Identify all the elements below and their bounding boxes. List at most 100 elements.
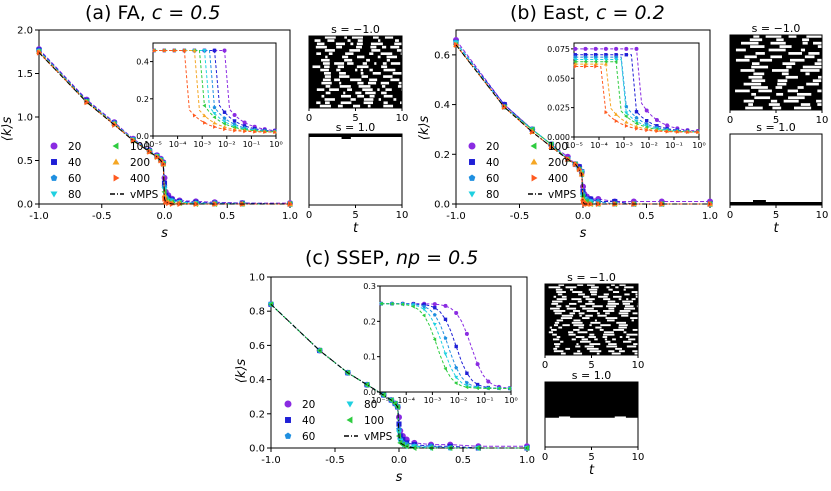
snapshot-cell (552, 333, 557, 336)
x-axis-label: s (580, 226, 587, 241)
snapshot-cell (351, 36, 364, 39)
snapshot-cell (817, 58, 822, 62)
snapshot-cell (568, 333, 576, 336)
snapshot-cell (372, 72, 381, 75)
snapshot-cell (789, 58, 805, 62)
snapshot-cell (816, 99, 822, 103)
snapshot-cell (398, 81, 402, 85)
inset-point-60 (603, 55, 608, 59)
legend-marker-100 (346, 416, 353, 424)
snapshot-cell (735, 48, 746, 52)
inset-point-20 (593, 46, 598, 51)
snapshot-cell (631, 319, 634, 322)
snapshot-cell (817, 45, 822, 48)
inset-point-200 (192, 48, 197, 52)
snapshot-cell (805, 72, 810, 76)
snapshot-cell (788, 96, 805, 100)
inset-point-400 (604, 110, 608, 115)
inset-point-400 (203, 120, 207, 125)
snapshot-cell (625, 336, 630, 338)
snapshot-cell (781, 72, 789, 76)
snapshot-cell (740, 69, 755, 72)
snapshot-cell (785, 75, 798, 79)
snapshot-cell (328, 52, 333, 55)
legend-label: vMPS (364, 431, 393, 443)
snapshot-cell (356, 42, 363, 46)
snapshot-cell (751, 86, 768, 89)
inset-x-tick-label: 10⁰ (269, 140, 282, 149)
snapshot-band (341, 137, 351, 139)
snapshot-cell (802, 41, 808, 45)
snapshot-cell (369, 52, 374, 55)
inset-x-tick-label: 10⁻⁵ (565, 141, 583, 150)
snapshot-cell (390, 62, 401, 65)
snapshot-cell (585, 302, 595, 305)
inset-point-400 (263, 129, 267, 134)
snapshot-cell (356, 45, 362, 49)
snapshot-x-tick-label: 5 (588, 452, 594, 463)
snapshot-cell (603, 333, 615, 336)
legend-marker-20 (50, 142, 58, 150)
y-axis-label: ⟨k⟩s (0, 117, 15, 142)
snapshot-cell (748, 75, 763, 79)
snapshot-x-tick-label: 0 (727, 210, 733, 221)
snapshot-cell (765, 35, 782, 38)
snapshot-cell (577, 284, 584, 286)
legend-marker-400 (113, 174, 120, 182)
snapshot-x-tick-label: 5 (773, 115, 779, 126)
legend-marker-60 (468, 174, 476, 181)
snapshot-cell (603, 310, 615, 312)
snapshot-cell (560, 317, 573, 320)
data-point-60 (396, 426, 402, 432)
snapshot-cell (770, 55, 782, 59)
inset-point-20 (475, 362, 480, 367)
snapshot-cell (755, 52, 765, 55)
snapshot-cell (598, 295, 608, 298)
snapshot-cell (381, 65, 388, 69)
snapshot-cell (566, 307, 577, 310)
snapshot-x-tick-label: 0 (542, 360, 548, 371)
snapshot-cell (589, 343, 601, 346)
snapshot-cell (345, 52, 354, 55)
snapshot-cell (584, 345, 594, 348)
inset-point-40 (454, 344, 458, 349)
inset-point-100 (573, 59, 577, 64)
snapshot-cell (614, 416, 626, 419)
snapshot-cell (626, 333, 638, 336)
inset-point-60 (593, 55, 598, 59)
snapshot-cell (383, 75, 393, 78)
legend-label: 60 (68, 173, 81, 185)
x-axis-label: s (161, 226, 168, 241)
inset-point-40 (624, 53, 628, 57)
snapshot-cell (596, 352, 600, 355)
y-tick-label: 0.6 (249, 341, 265, 352)
snapshot-cell (357, 81, 364, 85)
snapshot-cell (353, 104, 361, 108)
inset-x-tick-label: 10⁻¹ (476, 396, 494, 405)
snapshot-cell (556, 291, 566, 293)
inset-point-20 (603, 46, 608, 51)
snapshot-cell (571, 338, 576, 341)
snapshot-cell (368, 81, 377, 85)
snapshot-cell (613, 328, 625, 331)
snapshot-cell (618, 324, 628, 327)
x-tick-label: -0.5 (325, 455, 345, 466)
snapshot-cell (571, 321, 583, 324)
snapshot-cell (367, 104, 371, 108)
snapshot-cell (632, 350, 638, 353)
snapshot-cell (554, 312, 562, 315)
snapshot-cell (619, 284, 626, 286)
snapshot-band (309, 134, 402, 137)
y-tick-label: 0.6 (434, 50, 450, 61)
y-tick-label: 0.4 (434, 100, 450, 111)
snapshot-cell (613, 291, 620, 293)
legend-marker-80 (346, 401, 354, 408)
snapshot-cell (556, 319, 564, 322)
x-tick-label: -0.5 (92, 211, 112, 222)
snapshot-cell (751, 65, 769, 69)
inset-point-80 (624, 111, 629, 115)
snapshot-cell (806, 35, 822, 38)
inset-point-100 (400, 302, 405, 307)
snapshot-cell (613, 295, 622, 298)
x-tick-label: -0.5 (510, 211, 530, 222)
